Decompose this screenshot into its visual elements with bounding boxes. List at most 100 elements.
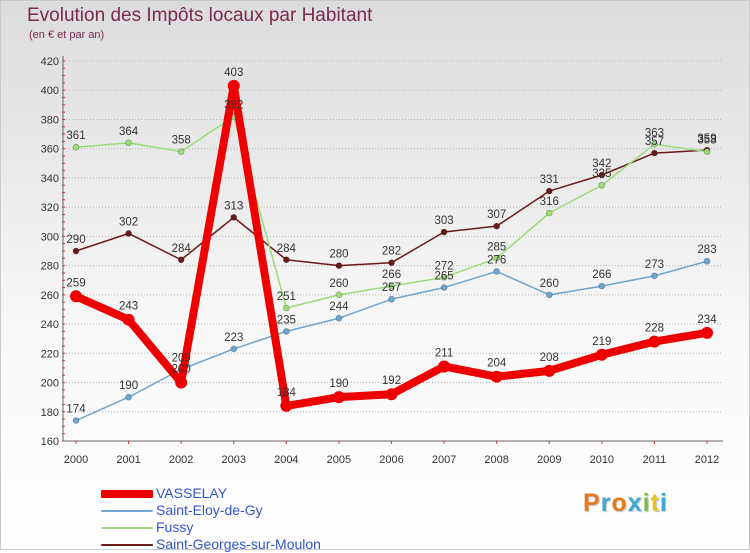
data-label: 184 [277,387,297,399]
data-label: 228 [645,323,664,335]
y-tick-label: 240 [41,319,59,331]
legend-swatch [101,509,153,512]
logo-letter: r [600,489,612,517]
data-point [651,141,658,148]
data-point [125,230,132,237]
data-point [598,181,606,189]
data-point [543,364,556,377]
data-label: 204 [487,358,507,370]
x-tick-label: 2000 [64,454,88,466]
y-tick-label: 280 [41,261,59,273]
y-tick-label: 160 [41,436,59,448]
data-point [280,399,293,412]
data-point [651,272,658,280]
x-tick-label: 2005 [327,454,351,466]
data-label: 259 [66,277,85,289]
legend-swatch [101,543,153,546]
y-tick-label: 200 [41,378,59,390]
data-point [283,304,290,312]
x-tick-label: 2004 [274,454,298,466]
legend-label: Saint-Georges-sur-Moulon [156,536,321,552]
data-label: 244 [329,301,349,313]
data-point [283,256,290,264]
data-point [651,149,658,157]
data-point [177,256,185,264]
data-label: 211 [435,347,453,359]
logo-letter: t [650,489,660,517]
data-label: 403 [224,67,243,79]
data-point [227,79,240,92]
data-label: 302 [119,216,138,228]
data-point [701,326,713,339]
data-label: 313 [224,200,243,212]
data-label: 357 [645,136,664,148]
data-point [703,257,711,265]
x-tick-label: 2002 [169,454,193,466]
data-label: 251 [277,291,296,303]
data-label: 223 [224,332,243,344]
data-point [335,314,343,322]
data-point [545,209,553,217]
x-tick-label: 2012 [695,454,719,466]
data-label: 361 [66,130,85,142]
data-point [122,313,135,326]
x-tick-label: 2001 [116,454,140,466]
data-point [230,214,238,221]
data-label: 307 [487,209,506,221]
data-point [72,247,80,255]
grid-lines [63,60,723,442]
y-tick-label: 180 [41,407,59,419]
logo-letter: P [583,489,601,517]
data-label: 382 [224,100,243,112]
data-point [440,284,448,291]
data-point [70,290,82,303]
data-label: 335 [592,168,611,180]
data-label: 273 [645,259,664,271]
data-point [440,228,448,236]
data-label: 316 [540,196,559,208]
y-tick-label: 400 [41,85,59,97]
data-label: 285 [487,241,506,253]
data-label: 282 [382,246,401,258]
y-tick-label: 320 [41,202,59,214]
data-point [493,268,500,275]
data-point [125,139,132,147]
data-label: 260 [329,278,348,290]
y-tick-label: 360 [41,144,59,156]
logo-letter: o [611,489,628,517]
data-point [388,295,395,303]
y-tick-label: 220 [41,348,59,360]
data-label: 303 [434,215,453,227]
data-label: 235 [277,314,296,326]
data-label: 174 [66,404,86,416]
x-tick-label: 2007 [432,454,456,466]
data-point [177,148,185,155]
data-point [230,345,238,353]
data-label: 284 [277,243,297,255]
data-label: 342 [592,158,611,170]
legend-label: VASSELAY [156,485,228,501]
data-label: 358 [697,135,716,147]
data-point [598,171,606,179]
legend: VASSELAY Saint-Eloy-de-Gy Fussy Saint-Georg… [101,485,421,553]
data-label: 257 [382,282,401,294]
legend-item: Saint-Eloy-de-Gy [101,502,421,519]
data-point [595,348,608,361]
proxiti-logo: Proxiti [583,489,668,518]
data-point [493,222,500,230]
data-point [283,328,290,335]
data-label: 208 [540,352,559,364]
data-point [388,282,395,290]
data-label: 234 [697,314,717,326]
y-tick-label: 260 [41,290,59,302]
data-label: 190 [119,380,138,392]
data-point [125,393,132,401]
data-point [175,376,188,389]
data-point [385,388,398,401]
data-label: 190 [329,378,348,390]
data-point [493,255,500,262]
data-point [438,360,451,373]
legend-label: Saint-Eloy-de-Gy [156,502,263,518]
data-label: 272 [434,260,453,272]
